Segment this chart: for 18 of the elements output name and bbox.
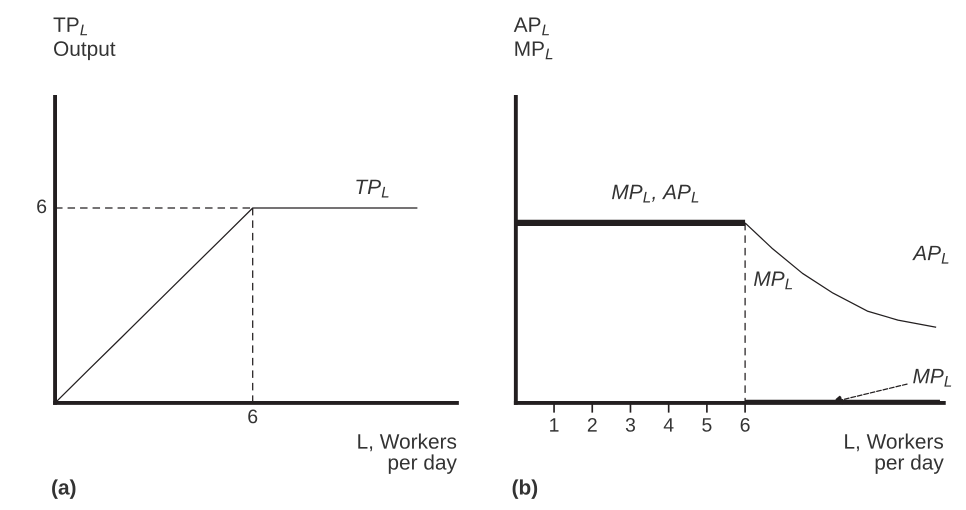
text: (a): [52, 479, 76, 499]
annotation: MP$_{L}$, AP$_{L}$: [612, 184, 698, 203]
x-tick-label: 1: [550, 418, 559, 432]
annotation: MP$_{L}$: [754, 272, 792, 290]
x-axis-title: L, Workers per day: [358, 434, 457, 474]
x-tick-label: 4: [664, 418, 674, 432]
x-axis-title: L, Workers per day: [845, 434, 944, 474]
x-tick-label: 3: [626, 418, 636, 432]
text: (b): [512, 479, 538, 499]
text: TP$_{L}$: [356, 180, 389, 198]
text: 6: [37, 199, 46, 214]
x-tick-label: 6: [740, 418, 750, 432]
annotation: AP$_{L}$: [912, 246, 948, 264]
x-tick-label: 2: [588, 418, 597, 432]
y-axis-title: AP$_{L}$ MP$_{L}$: [514, 18, 552, 60]
annotation: MP$_{L}$: [913, 368, 952, 387]
y-axis-title: TP$_{L}$ Output: [54, 18, 116, 60]
x-tick-label: 5: [702, 418, 712, 432]
